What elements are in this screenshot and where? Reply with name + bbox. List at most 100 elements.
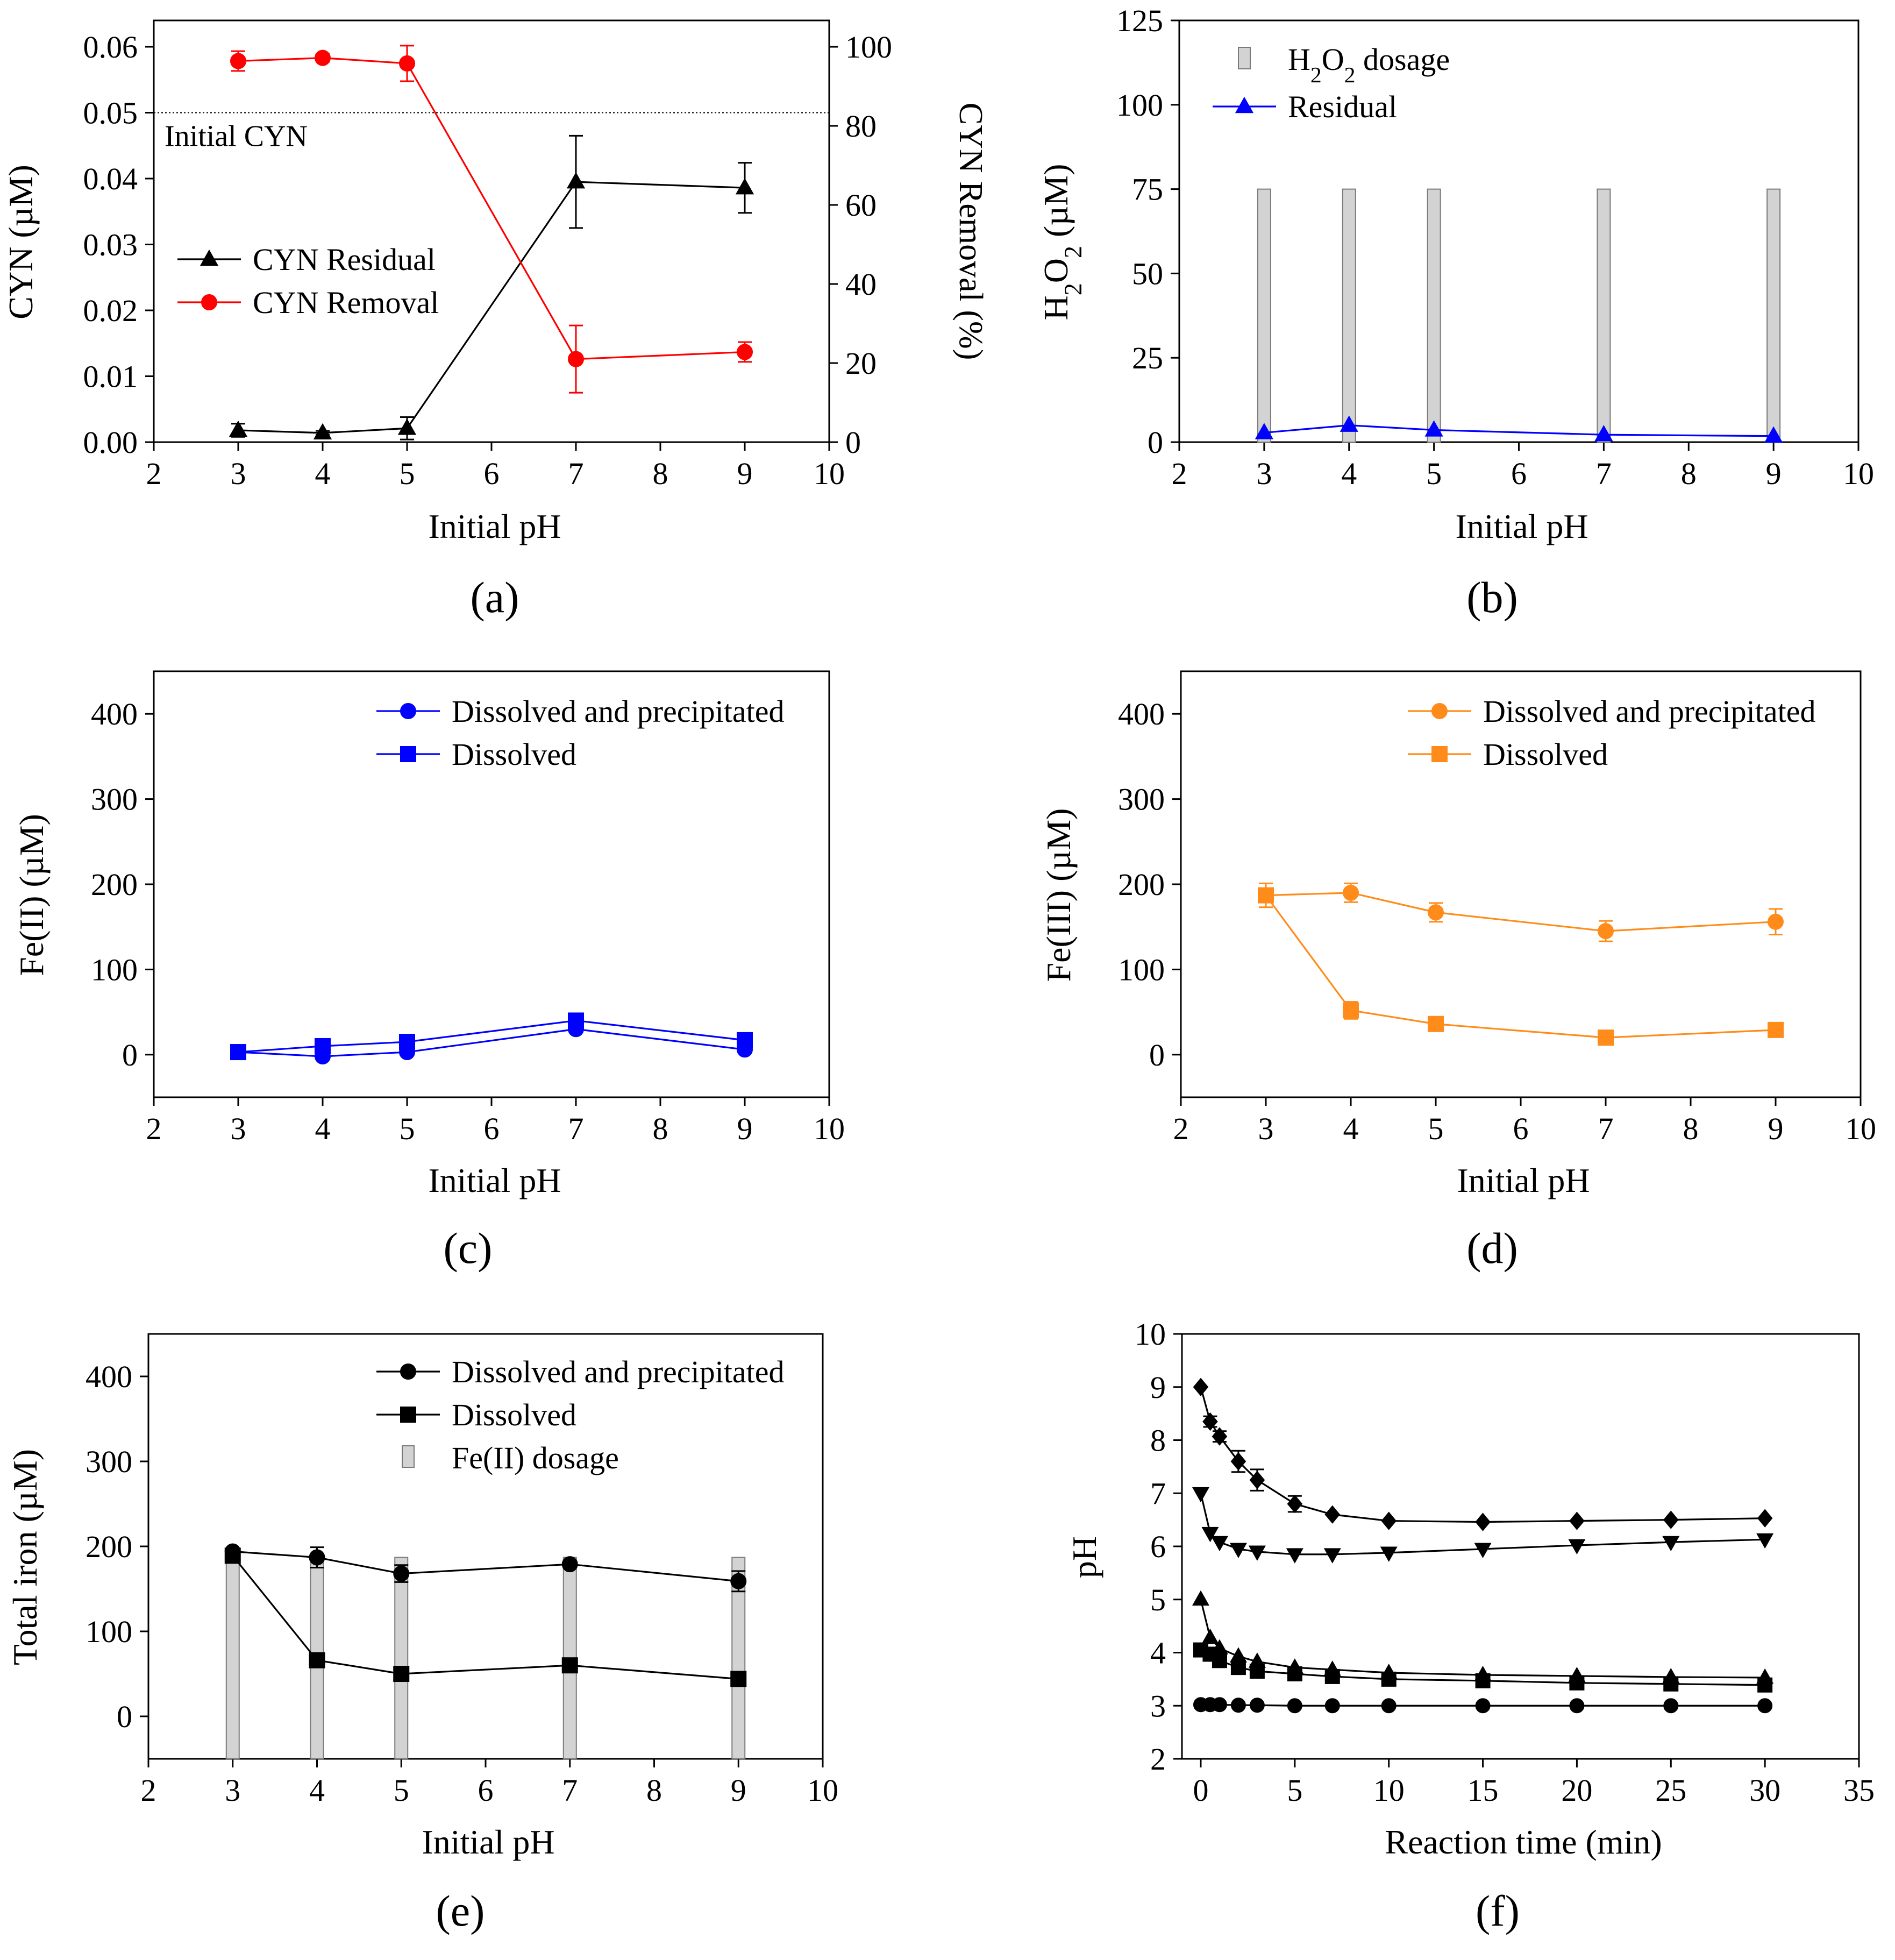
- data-point: [1286, 1548, 1303, 1564]
- x-tick-label: 5: [1287, 1773, 1302, 1808]
- x-axis-label: Reaction time (min): [1385, 1823, 1662, 1861]
- data-point: [1757, 1677, 1773, 1693]
- data-point: [1193, 1377, 1209, 1396]
- x-tick-label: 10: [1373, 1773, 1405, 1808]
- data-point: [393, 1565, 410, 1582]
- series-line: [238, 1028, 745, 1057]
- legend-label: Dissolved: [452, 1397, 576, 1432]
- legend-label: H2O2 dosage: [1288, 42, 1450, 88]
- y-tick-label: 300: [91, 782, 138, 817]
- y-tick-label: 0.06: [83, 30, 138, 65]
- legend-bar-swatch: [1238, 47, 1251, 69]
- data-point: [1249, 1471, 1265, 1489]
- panel-label-d: (d): [1466, 1224, 1518, 1273]
- x-tick-label: 2: [146, 456, 162, 491]
- panel-label-e: (e): [436, 1886, 485, 1935]
- x-tick-label: 6: [478, 1773, 494, 1808]
- data-point: [1229, 1647, 1247, 1663]
- x-tick-label: 20: [1561, 1773, 1592, 1808]
- data-point: [1568, 1539, 1586, 1555]
- data-point: [561, 1657, 578, 1674]
- data-point: [1424, 420, 1443, 437]
- x-tick-label: 7: [1596, 456, 1612, 491]
- x-tick-label: 7: [562, 1773, 578, 1808]
- legend-marker: [400, 703, 416, 719]
- y-tick-label: 300: [1118, 782, 1165, 817]
- y-tick-label: 8: [1150, 1423, 1166, 1458]
- y-axis-label: CYN (µM): [2, 165, 40, 319]
- data-point: [1598, 923, 1614, 940]
- y2-tick-label: 0: [845, 425, 861, 460]
- data-point: [1757, 1698, 1773, 1714]
- x-tick-label: 6: [484, 1111, 500, 1146]
- panel-label-c: (c): [443, 1224, 492, 1273]
- legend-bar-swatch: [402, 1445, 415, 1468]
- dosage-bar: [1342, 188, 1356, 443]
- plot-frame-d: [1180, 670, 1862, 1098]
- data-point: [1212, 1653, 1227, 1668]
- data-point: [313, 423, 332, 440]
- data-point: [1663, 1698, 1679, 1714]
- data-point: [1662, 1536, 1680, 1552]
- data-point: [1230, 1660, 1246, 1675]
- y-tick-label: 9: [1150, 1370, 1166, 1405]
- data-point: [1255, 423, 1273, 439]
- x-tick-label: 4: [309, 1773, 325, 1808]
- x-tick-label: 5: [1426, 456, 1442, 491]
- y-axis-label: Fe(III) (µM): [1039, 808, 1078, 982]
- data-point: [1324, 1668, 1340, 1684]
- legend-e: Dissolved and precipitated Dissolved Fe(II…: [376, 1354, 785, 1475]
- y-tick-label: 0.00: [83, 425, 138, 460]
- data-point: [1230, 1698, 1246, 1713]
- data-point: [1663, 1676, 1679, 1692]
- x-tick-label: 4: [1343, 1111, 1359, 1146]
- data-point: [1192, 1590, 1209, 1606]
- data-point: [1287, 1494, 1303, 1514]
- y2-tick-label: 20: [845, 346, 877, 381]
- y-tick-label: 3: [1150, 1688, 1166, 1723]
- legend-label: Dissolved and precipitated: [452, 1354, 785, 1389]
- dosage-bar: [1257, 188, 1271, 443]
- x-tick-label: 10: [1843, 456, 1874, 491]
- data-point: [397, 418, 417, 435]
- data-point: [1569, 1511, 1585, 1530]
- data-point: [1598, 1029, 1614, 1046]
- x-axis-label: Initial pH: [1457, 1161, 1590, 1199]
- data-point: [230, 53, 246, 69]
- dosage-bar: [394, 1557, 409, 1760]
- data-point: [315, 49, 331, 66]
- data-point: [1324, 1505, 1341, 1524]
- x-tick-label: 2: [1173, 1111, 1189, 1146]
- data-point: [1475, 1673, 1491, 1688]
- data-point: [730, 1573, 747, 1589]
- y-tick-label: 100: [86, 1614, 132, 1649]
- y-tick-label: 400: [1118, 697, 1165, 732]
- data-point: [1287, 1666, 1302, 1681]
- legend-a: CYN Residual CYN Removal: [177, 242, 439, 320]
- data-point: [1381, 1671, 1397, 1687]
- x-tick-label: 8: [653, 456, 668, 491]
- panel-label-b: (b): [1466, 573, 1518, 622]
- x-tick-label: 3: [231, 1111, 246, 1146]
- data-point: [1474, 1543, 1492, 1558]
- y-tick-label: 0.05: [83, 96, 138, 131]
- y2-tick-label: 100: [845, 30, 892, 65]
- y-tick-label: 125: [1116, 3, 1163, 38]
- x-tick-label: 15: [1467, 1773, 1499, 1808]
- x-tick-label: 3: [1258, 1111, 1274, 1146]
- data-point: [1248, 1545, 1266, 1561]
- data-point: [568, 1012, 584, 1029]
- x-tick-label: 30: [1749, 1773, 1780, 1808]
- y-tick-label: 0: [1148, 425, 1163, 460]
- x-tick-label: 7: [1598, 1111, 1614, 1146]
- legend-marker: [400, 1407, 416, 1423]
- y-tick-label: 200: [91, 867, 138, 902]
- data-point: [568, 351, 584, 367]
- data-point: [1343, 884, 1359, 901]
- legend-d: Dissolved and precipitated Dissolved: [1408, 694, 1816, 772]
- legend-marker: [400, 1364, 416, 1380]
- x-tick-label: 8: [1683, 1111, 1699, 1146]
